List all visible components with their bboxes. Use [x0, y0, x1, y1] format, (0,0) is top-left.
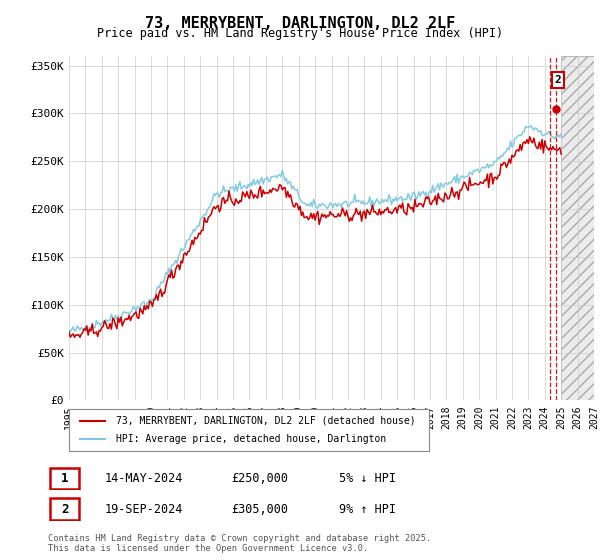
Text: 2: 2	[555, 75, 562, 85]
FancyBboxPatch shape	[50, 468, 79, 489]
Text: 73, MERRYBENT, DARLINGTON, DL2 2LF: 73, MERRYBENT, DARLINGTON, DL2 2LF	[145, 16, 455, 31]
Bar	[561, 56, 600, 400]
Text: Contains HM Land Registry data © Crown copyright and database right 2025.
This d: Contains HM Land Registry data © Crown c…	[48, 534, 431, 553]
Text: £305,000: £305,000	[231, 502, 288, 516]
Text: HPI: Average price, detached house, Darlington: HPI: Average price, detached house, Darl…	[116, 434, 386, 444]
Text: £250,000: £250,000	[231, 472, 288, 485]
FancyBboxPatch shape	[69, 409, 429, 451]
FancyBboxPatch shape	[50, 498, 79, 520]
Bar	[561, 56, 600, 400]
Text: 73, MERRYBENT, DARLINGTON, DL2 2LF (detached house): 73, MERRYBENT, DARLINGTON, DL2 2LF (deta…	[116, 416, 415, 426]
Text: 1: 1	[61, 472, 68, 485]
Text: 14-MAY-2024: 14-MAY-2024	[105, 472, 184, 485]
Text: 19-SEP-2024: 19-SEP-2024	[105, 502, 184, 516]
Text: Price paid vs. HM Land Registry's House Price Index (HPI): Price paid vs. HM Land Registry's House …	[97, 27, 503, 40]
Text: 9% ↑ HPI: 9% ↑ HPI	[339, 502, 396, 516]
Text: 2: 2	[61, 502, 68, 516]
Text: 5% ↓ HPI: 5% ↓ HPI	[339, 472, 396, 485]
